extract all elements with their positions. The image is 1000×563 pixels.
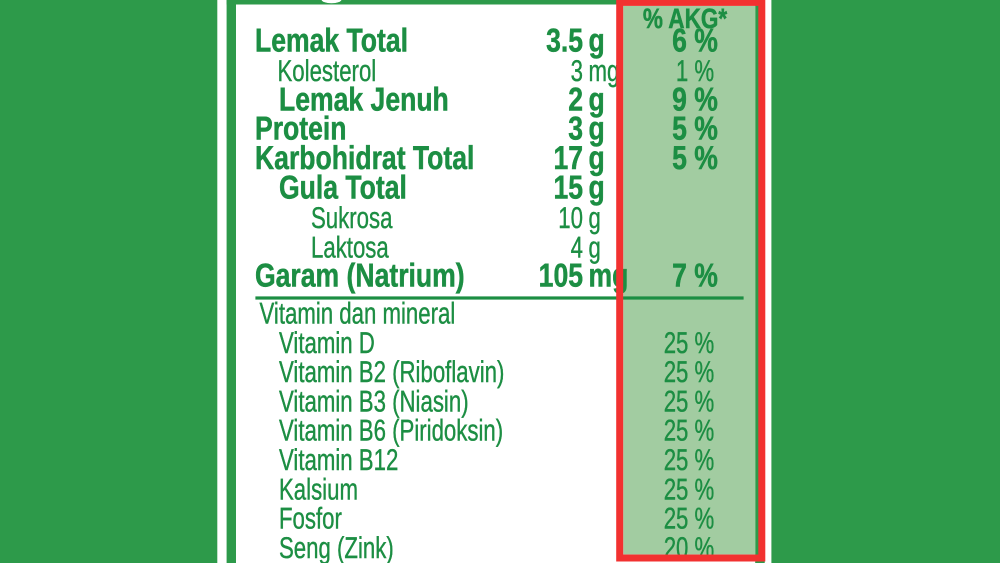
svg-text:Vitamin B12: Vitamin B12 xyxy=(279,444,398,477)
svg-text:Vitamin B6 (Piridoksin): Vitamin B6 (Piridoksin) xyxy=(279,415,503,448)
svg-text:Fosfor: Fosfor xyxy=(279,503,342,536)
svg-text:3.5: 3.5 xyxy=(546,22,583,59)
svg-text:% AKG*: % AKG* xyxy=(643,3,727,34)
svg-text:Kalsium: Kalsium xyxy=(279,473,358,506)
svg-text:g: g xyxy=(589,202,601,235)
svg-text:15: 15 xyxy=(553,169,583,206)
svg-text:Seng (Zink): Seng (Zink) xyxy=(279,532,394,563)
svg-text:25 %: 25 % xyxy=(664,356,715,389)
svg-text:105: 105 xyxy=(539,257,583,294)
svg-text:Vitamin dan mineral: Vitamin dan mineral xyxy=(260,298,456,331)
svg-text:7 %: 7 % xyxy=(672,257,718,294)
svg-text:Vitamin B3 (Niasin): Vitamin B3 (Niasin) xyxy=(279,385,469,418)
svg-text:g: g xyxy=(589,231,601,264)
svg-text:17: 17 xyxy=(553,139,583,176)
svg-text:Sukrosa: Sukrosa xyxy=(311,202,393,235)
svg-text:25 %: 25 % xyxy=(664,444,715,477)
svg-text:2: 2 xyxy=(568,80,583,117)
svg-text:g: g xyxy=(589,169,605,206)
svg-text:Karbohidrat Total: Karbohidrat Total xyxy=(255,139,474,176)
svg-text:1 %: 1 % xyxy=(676,55,714,88)
svg-text:Lemak Jenuh: Lemak Jenuh xyxy=(279,80,449,117)
svg-text:25 %: 25 % xyxy=(664,327,715,360)
svg-text:Protein: Protein xyxy=(255,110,347,147)
svg-text:Lemak Total: Lemak Total xyxy=(255,22,408,59)
svg-text:g: g xyxy=(589,110,605,147)
svg-text:25 %: 25 % xyxy=(664,415,715,448)
svg-text:Gula Total: Gula Total xyxy=(279,169,407,206)
svg-text:Kolesterol: Kolesterol xyxy=(278,55,377,88)
svg-text:5 %: 5 % xyxy=(672,110,718,147)
svg-text:g: g xyxy=(589,80,605,117)
svg-text:3: 3 xyxy=(571,55,583,88)
svg-text:Laktosa: Laktosa xyxy=(311,231,389,264)
svg-text:4: 4 xyxy=(571,231,583,264)
svg-text:25 %: 25 % xyxy=(664,503,715,536)
svg-text:6 %: 6 % xyxy=(672,22,718,59)
svg-text:g: g xyxy=(589,22,605,59)
svg-text:25 %: 25 % xyxy=(664,473,715,506)
svg-text:9 %: 9 % xyxy=(672,80,718,117)
svg-text:25 %: 25 % xyxy=(664,385,715,418)
svg-text:3: 3 xyxy=(568,110,583,147)
svg-text:Vitamin D: Vitamin D xyxy=(279,327,375,360)
svg-text:10: 10 xyxy=(558,202,583,235)
svg-text:g: g xyxy=(589,139,605,176)
svg-text:Garam (Natrium): Garam (Natrium) xyxy=(255,257,465,294)
svg-text:5 %: 5 % xyxy=(672,139,718,176)
svg-text:Vitamin B2 (Riboflavin): Vitamin B2 (Riboflavin) xyxy=(279,356,504,389)
svg-text:mg: mg xyxy=(589,55,620,88)
